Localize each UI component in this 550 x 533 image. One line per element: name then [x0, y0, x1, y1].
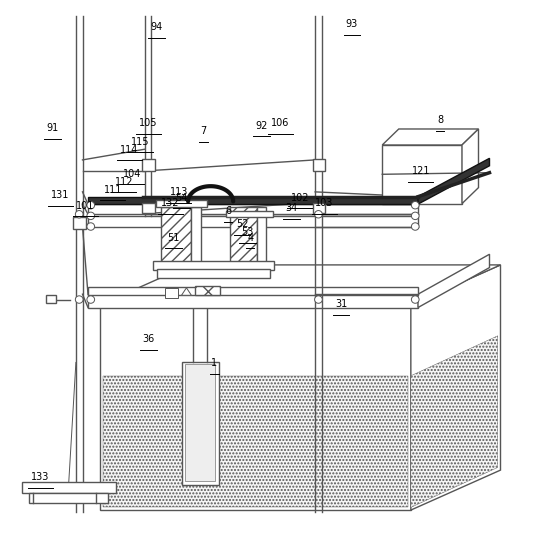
Text: 121: 121	[411, 166, 430, 176]
Polygon shape	[418, 158, 490, 204]
Circle shape	[87, 212, 95, 220]
Bar	[88, 294, 418, 308]
Bar	[185, 364, 215, 481]
Text: 103: 103	[315, 198, 334, 208]
Text: 1: 1	[211, 358, 218, 368]
Text: 105: 105	[139, 118, 158, 128]
Circle shape	[411, 212, 419, 220]
Text: 36: 36	[142, 334, 155, 344]
Circle shape	[75, 296, 83, 303]
Circle shape	[87, 201, 95, 209]
Bar	[161, 207, 191, 262]
Bar	[29, 493, 108, 503]
Bar	[88, 204, 418, 214]
Circle shape	[411, 201, 419, 209]
Polygon shape	[411, 336, 498, 507]
Text: 91: 91	[46, 123, 58, 133]
Text: 54: 54	[175, 192, 188, 203]
Text: 106: 106	[271, 118, 290, 128]
Text: 102: 102	[290, 192, 309, 203]
Polygon shape	[411, 265, 501, 510]
Text: 7: 7	[200, 126, 207, 136]
Circle shape	[87, 223, 95, 230]
Text: 113: 113	[169, 187, 188, 197]
Bar	[153, 261, 274, 270]
Text: 131: 131	[51, 190, 70, 200]
Polygon shape	[103, 376, 408, 507]
Circle shape	[411, 296, 419, 303]
Bar	[230, 207, 257, 276]
Bar	[191, 207, 201, 262]
Bar	[88, 197, 418, 204]
Bar	[142, 159, 155, 171]
Bar	[46, 295, 56, 303]
Bar	[382, 145, 462, 204]
Bar	[195, 286, 220, 295]
Bar	[257, 207, 266, 276]
Text: 8: 8	[437, 115, 443, 125]
Bar	[88, 216, 418, 227]
Text: 51: 51	[167, 232, 179, 243]
Bar	[182, 362, 219, 485]
Text: 52: 52	[236, 219, 248, 229]
Polygon shape	[418, 254, 490, 308]
Text: 114: 114	[120, 144, 139, 155]
Polygon shape	[382, 129, 478, 145]
Text: 93: 93	[346, 19, 358, 29]
Text: 132: 132	[161, 198, 180, 208]
Text: 104: 104	[123, 168, 141, 179]
Bar	[142, 203, 155, 213]
Polygon shape	[462, 129, 478, 204]
Text: 112: 112	[114, 176, 133, 187]
Text: 31: 31	[335, 299, 347, 309]
Circle shape	[87, 296, 95, 303]
Bar	[88, 287, 418, 295]
Circle shape	[411, 223, 419, 230]
Text: 4: 4	[247, 232, 254, 243]
Bar	[157, 269, 270, 278]
Text: 94: 94	[151, 22, 163, 32]
Circle shape	[315, 296, 322, 303]
Text: 92: 92	[255, 120, 267, 131]
Bar	[156, 200, 207, 207]
Bar	[22, 482, 115, 493]
Text: 101: 101	[76, 200, 95, 211]
Text: 6: 6	[225, 206, 232, 216]
Text: 34: 34	[285, 203, 298, 213]
Bar	[313, 203, 325, 213]
Bar	[226, 211, 273, 217]
Circle shape	[75, 211, 83, 218]
Bar	[313, 159, 325, 171]
Text: 53: 53	[241, 227, 254, 237]
Bar	[73, 217, 86, 229]
Text: 115: 115	[131, 136, 150, 147]
Circle shape	[315, 211, 322, 218]
Polygon shape	[182, 288, 191, 295]
Bar	[100, 305, 411, 510]
Bar	[165, 288, 178, 298]
Text: 111: 111	[103, 184, 122, 195]
Polygon shape	[100, 265, 500, 305]
Text: 133: 133	[31, 472, 50, 482]
